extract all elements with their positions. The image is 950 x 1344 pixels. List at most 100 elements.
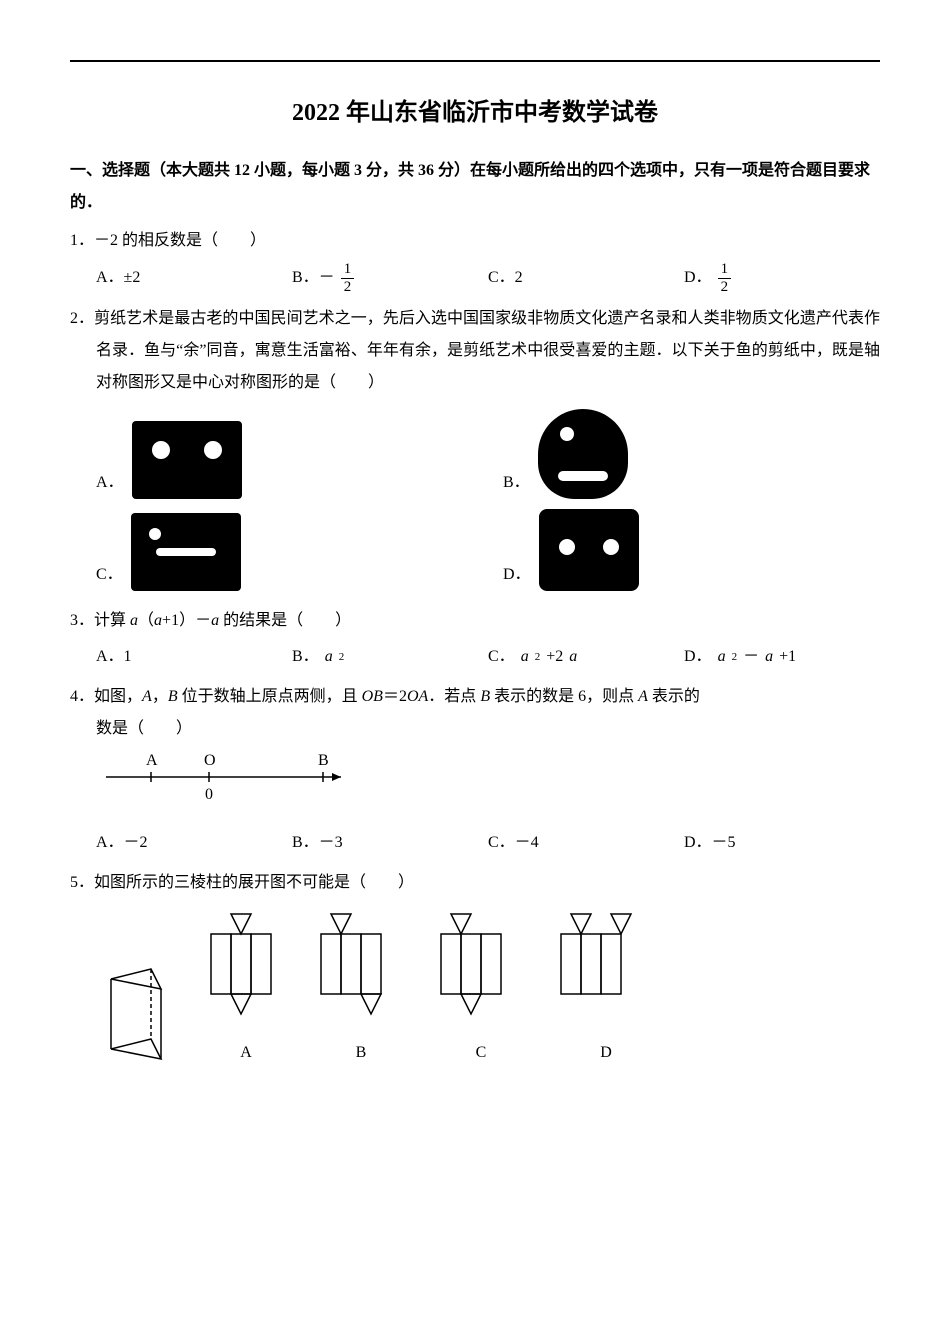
q1-number: 1．	[70, 232, 94, 249]
q3-number: 3．	[70, 612, 94, 629]
q3-c-pre: C．	[488, 641, 515, 673]
q2-b-label: B．	[503, 467, 530, 499]
q5-net-c: C	[436, 909, 526, 1069]
q1-d-num: 1	[718, 261, 732, 279]
q2-option-c: C．	[96, 509, 473, 591]
q4-Ap: A	[638, 688, 648, 705]
q1-d-prefix: D．	[684, 262, 712, 294]
q1-b-den: 2	[341, 279, 355, 296]
q3-d-sup: 2	[732, 646, 738, 668]
q1-stem: 1．－2 的相反数是（ ）	[70, 225, 880, 257]
exam-page: 2022 年山东省临沂市中考数学试卷 一、选择题（本大题共 12 小题，每小题 …	[0, 0, 950, 1113]
q3-a-label: A．1	[96, 641, 132, 673]
q4-stem-line2: 数是（ ）	[70, 713, 880, 745]
question-5: 5．如图所示的三棱柱的展开图不可能是（ ） A	[70, 867, 880, 1069]
nl-label-a: A	[146, 752, 158, 769]
q5-c-label: C	[436, 1037, 526, 1069]
q2-number: 2．	[70, 310, 94, 327]
q2-a-label: A．	[96, 467, 124, 499]
q5-number: 5．	[70, 874, 94, 891]
q3-option-a: A．1	[96, 641, 292, 673]
q1-d-den: 2	[718, 279, 732, 296]
q4-eq: ＝2	[383, 688, 407, 705]
q4-option-a: A．－2	[96, 827, 292, 859]
q5-net-a: A	[206, 909, 286, 1069]
q4-stem: 4．如图，A，B 位于数轴上原点两侧，且 OB＝2OA．若点 B 表示的数是 6…	[70, 681, 880, 713]
q3-d-a: a	[718, 641, 726, 673]
q4-OB: OB	[362, 688, 383, 705]
top-rule	[70, 60, 880, 62]
question-3: 3．计算 a（a+1）－a 的结果是（ ） A．1 B．a2 C．a2+2a D…	[70, 605, 880, 673]
q5-a-label: A	[206, 1037, 286, 1069]
q3-b-a: a	[325, 641, 333, 673]
q5-figures: A B	[70, 909, 880, 1069]
page-title: 2022 年山东省临沂市中考数学试卷	[70, 92, 880, 127]
q2-option-d: D．	[503, 509, 880, 591]
q2-d-label: D．	[503, 559, 531, 591]
q3-c-sup: 2	[535, 646, 541, 668]
papercut-d-icon	[539, 509, 639, 591]
q3-b-sup: 2	[339, 646, 345, 668]
q4-B: B	[168, 688, 178, 705]
q3-m1: （	[138, 612, 154, 629]
net-a-icon	[206, 909, 286, 1019]
q4-t4: 表示的数是 6，则点	[490, 688, 638, 705]
net-c-icon	[436, 909, 526, 1019]
q4-option-b: B．－3	[292, 827, 488, 859]
q2-image-options: A． B． C． D．	[70, 409, 880, 591]
q4-OA: OA	[407, 688, 428, 705]
q1-d-fraction: 1 2	[718, 261, 732, 295]
q2-stem: 2．剪纸艺术是最古老的中国民间艺术之一，先后入选中国国家级非物质文化遗产名录和人…	[70, 303, 880, 399]
q3-m2: +1）－	[162, 612, 211, 629]
q3-d-mid: －	[743, 641, 759, 673]
q4-number: 4．	[70, 688, 94, 705]
q3-c-a2: a	[569, 641, 577, 673]
q3-options: A．1 B．a2 C．a2+2a D．a2－a+1	[70, 641, 880, 673]
q4-t3: ．若点	[428, 688, 480, 705]
q3-option-c: C．a2+2a	[488, 641, 684, 673]
q5-b-label: B	[316, 1037, 406, 1069]
q5-text: 如图所示的三棱柱的展开图不可能是（ ）	[94, 874, 414, 891]
q1-b-fraction: 1 2	[341, 261, 355, 295]
triangular-prism-icon	[96, 949, 176, 1069]
nl-zero: 0	[205, 786, 213, 803]
nl-label-b: B	[318, 752, 329, 769]
q4-t2: 位于数轴上原点两侧，且	[178, 688, 362, 705]
q3-a1: a	[130, 612, 138, 629]
q4-A: A	[142, 688, 152, 705]
q1-c-label: C．2	[488, 262, 523, 294]
net-d-icon	[556, 909, 656, 1019]
q3-post: 的结果是（ ）	[219, 612, 351, 629]
q1-option-a: A．±2	[96, 262, 292, 294]
q4-c1: ，	[152, 688, 168, 705]
number-line-icon: A O B 0	[96, 751, 356, 811]
q3-pre: 计算	[94, 612, 130, 629]
papercut-a-icon	[132, 421, 242, 499]
q2-text: 剪纸艺术是最古老的中国民间艺术之一，先后入选中国国家级非物质文化遗产名录和人类非…	[94, 310, 880, 391]
q3-option-d: D．a2－a+1	[684, 641, 880, 673]
q1-text: －2 的相反数是（ ）	[94, 232, 266, 249]
q1-option-d: D． 1 2	[684, 261, 880, 295]
q3-d-a2: a	[765, 641, 773, 673]
q2-option-b: B．	[503, 409, 880, 499]
q3-c-post: +2	[546, 641, 563, 673]
q2-c-label: C．	[96, 559, 123, 591]
net-b-icon	[316, 909, 406, 1019]
q1-b-num: 1	[341, 261, 355, 279]
papercut-c-icon	[131, 513, 241, 591]
q3-stem: 3．计算 a（a+1）－a 的结果是（ ）	[70, 605, 880, 637]
q1-a-label: A．±2	[96, 262, 140, 294]
q5-net-b: B	[316, 909, 406, 1069]
q5-net-d: D	[556, 909, 656, 1069]
question-4: 4．如图，A，B 位于数轴上原点两侧，且 OB＝2OA．若点 B 表示的数是 6…	[70, 681, 880, 859]
q1-b-prefix: B．－	[292, 262, 335, 294]
q4-options: A．－2 B．－3 C．－4 D．－5	[70, 827, 880, 859]
q1-option-c: C．2	[488, 262, 684, 294]
q4-option-c: C．－4	[488, 827, 684, 859]
q4-t5: 表示的	[648, 688, 700, 705]
q3-d-post: +1	[779, 641, 796, 673]
section-1-header: 一、选择题（本大题共 12 小题，每小题 3 分，共 36 分）在每小题所给出的…	[70, 155, 880, 219]
q4-number-line: A O B 0	[70, 751, 880, 823]
papercut-b-icon	[538, 409, 628, 499]
q3-a2: a	[154, 612, 162, 629]
